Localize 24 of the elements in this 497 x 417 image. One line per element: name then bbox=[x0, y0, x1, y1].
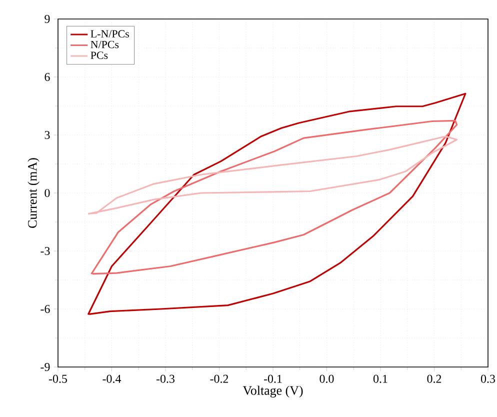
x-tick-label: -0.3 bbox=[156, 374, 174, 383]
x-tick-label: 0.1 bbox=[373, 374, 388, 383]
x-axis-title: Voltage (V) bbox=[242, 386, 303, 398]
line-series bbox=[87, 92, 466, 316]
y-tick-label: 0 bbox=[44, 188, 50, 198]
y-axis-title: Current (mA) bbox=[28, 158, 40, 228]
y-tick-label: 3 bbox=[44, 130, 50, 139]
y-tick-label: -6 bbox=[40, 304, 50, 314]
legend-label: PCs bbox=[90, 52, 108, 59]
x-tick-label: 0.0 bbox=[320, 374, 334, 383]
x-tick-label: -0.4 bbox=[102, 374, 122, 383]
y-tick-label: -9 bbox=[40, 362, 50, 372]
x-tick-label: 0.3 bbox=[480, 374, 496, 383]
line-series bbox=[90, 120, 458, 275]
legend-label: N/PCs bbox=[90, 40, 119, 48]
y-tick-label: -3 bbox=[40, 246, 50, 256]
x-tick-label: -0.5 bbox=[48, 374, 67, 383]
line-series bbox=[87, 136, 458, 214]
legend-label: L-N/PCs bbox=[90, 30, 129, 38]
x-tick-label: -0.2 bbox=[210, 374, 228, 383]
x-tick-label: -0.1 bbox=[264, 374, 282, 383]
y-tick-label: 9 bbox=[44, 14, 50, 23]
y-tick-label: 6 bbox=[44, 72, 50, 81]
x-tick-label: 0.2 bbox=[427, 374, 442, 383]
